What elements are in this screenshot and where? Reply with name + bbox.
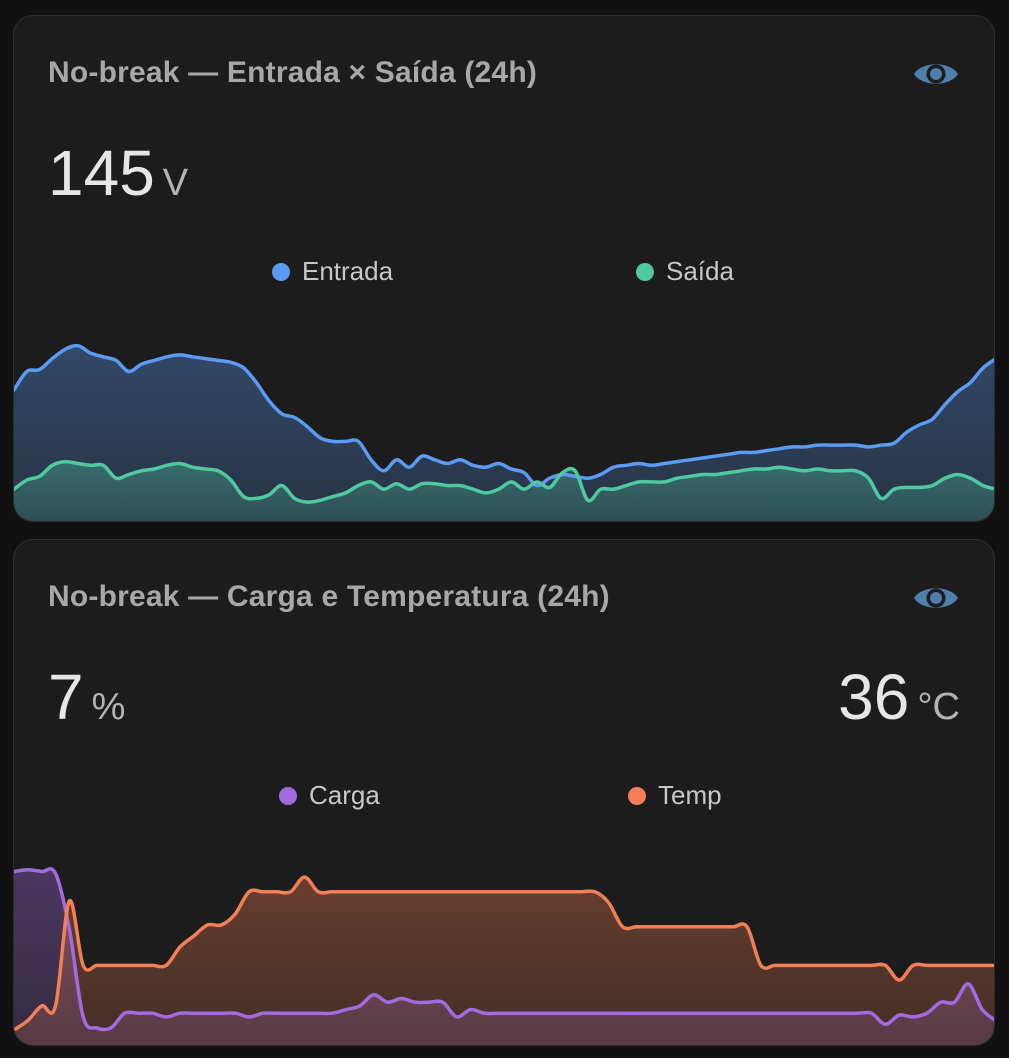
- voltage-number: 145: [48, 137, 155, 209]
- legend-dot: [279, 786, 297, 805]
- voltage-value: 145 V: [48, 136, 188, 210]
- legend-dot: [272, 262, 290, 281]
- series-line-temp: [14, 875, 994, 1032]
- series-line-entrada: [14, 343, 994, 488]
- legend-label: Carga: [309, 780, 380, 810]
- load-temp-chart: [14, 867, 994, 1045]
- legend-entrada[interactable]: Entrada: [272, 256, 393, 287]
- eye-icon[interactable]: [912, 578, 960, 618]
- voltage-unit: V: [162, 162, 189, 204]
- legend-carga[interactable]: Carga: [279, 780, 380, 811]
- series-area-temp: [14, 877, 994, 1045]
- legend-dot: [628, 786, 646, 805]
- legend-dot: [636, 262, 654, 281]
- legend-temp[interactable]: Temp: [628, 780, 722, 811]
- temp-number: 36: [838, 661, 910, 733]
- card-title: No-break — Carga e Temperatura (24h): [48, 580, 610, 613]
- load-temp-card[interactable]: No-break — Carga e Temperatura (24h) 7% …: [13, 539, 995, 1046]
- voltage-card[interactable]: No-break — Entrada × Saída (24h) 145 V En…: [13, 15, 995, 522]
- legend-label: Saída: [666, 256, 734, 286]
- legend-label: Entrada: [302, 256, 394, 286]
- series-area-saída: [14, 461, 994, 521]
- temp-unit: °C: [917, 686, 960, 728]
- load-value: 7%: [48, 660, 125, 734]
- voltage-chart: [14, 343, 994, 521]
- load-unit: %: [91, 686, 126, 728]
- temp-value: 36 °C: [838, 660, 960, 734]
- series-line-saída: [14, 459, 994, 504]
- load-number: 7: [48, 661, 84, 733]
- eye-icon[interactable]: [912, 54, 960, 94]
- card-title: No-break — Entrada × Saída (24h): [48, 56, 538, 89]
- legend-saida[interactable]: Saída: [636, 256, 734, 287]
- legend-label: Temp: [658, 780, 722, 810]
- series-line-carga: [14, 867, 994, 1032]
